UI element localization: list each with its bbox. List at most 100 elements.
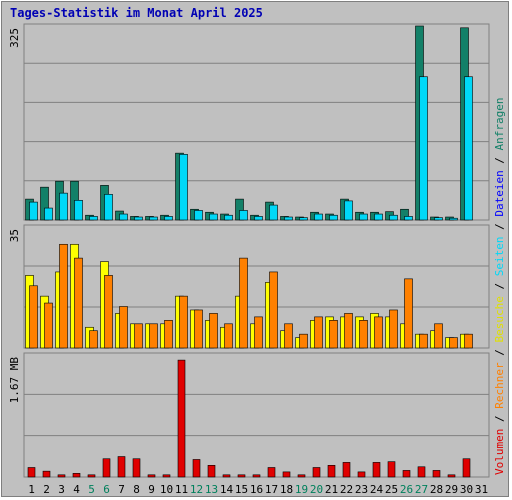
x-tick-label-13: 13 [205, 483, 218, 496]
bar-volumen-8 [132, 458, 141, 478]
bar-volumen-29 [447, 474, 456, 478]
x-tick-label-23: 23 [355, 483, 368, 496]
legend-item-dateien: Dateien [493, 170, 506, 217]
x-tick-label-30: 30 [460, 483, 473, 496]
x-tick-label-4: 4 [73, 483, 80, 496]
bar-dateien-12 [194, 210, 203, 221]
x-tick-label-14: 14 [220, 483, 234, 496]
x-tick-label-1: 1 [28, 483, 35, 496]
bar-volumen-23 [357, 471, 366, 478]
bar-dateien-27 [419, 76, 428, 221]
x-tick-label-6: 6 [103, 483, 110, 496]
bar-rechner-24 [374, 316, 383, 349]
x-tick-label-27: 27 [415, 483, 428, 496]
bar-volumen-27 [417, 466, 426, 478]
bar-volumen-13 [207, 465, 216, 478]
x-tick-label-24: 24 [370, 483, 384, 496]
bar-rechner-25 [389, 309, 398, 349]
y-max-label: 1.67 MB [8, 357, 21, 404]
x-tick-label-18: 18 [280, 483, 293, 496]
bar-rechner-4 [74, 257, 83, 349]
bar-dateien-7 [119, 213, 128, 221]
y-max-label: 325 [8, 28, 21, 48]
bar-rechner-13 [209, 313, 218, 349]
y-max-label: 35 [8, 229, 21, 242]
bar-volumen-25 [387, 461, 396, 478]
bar-rechner-11 [179, 295, 188, 349]
x-tick-label-17: 17 [265, 483, 278, 496]
bar-dateien-30 [464, 76, 473, 221]
bar-rechner-9 [149, 323, 158, 349]
x-tick-label-20: 20 [310, 483, 323, 496]
bar-dateien-8 [134, 216, 143, 221]
x-tick-label-26: 26 [400, 483, 413, 496]
bar-volumen-6 [102, 458, 111, 478]
bar-volumen-7 [117, 456, 126, 478]
x-tick-label-3: 3 [58, 483, 65, 496]
legend-separator: / [493, 150, 506, 171]
bar-volumen-19 [297, 474, 306, 478]
bar-rechner-21 [329, 320, 338, 349]
bar-rechner-27 [419, 333, 428, 349]
bar-dateien-10 [164, 216, 173, 221]
bar-dateien-14 [224, 214, 233, 221]
x-tick-label-21: 21 [325, 483, 338, 496]
bar-rechner-10 [164, 320, 173, 349]
bar-dateien-19 [299, 217, 308, 221]
bar-volumen-24 [372, 462, 381, 478]
x-tick-label-22: 22 [340, 483, 353, 496]
bar-dateien-21 [329, 214, 338, 221]
bar-rechner-2 [44, 302, 53, 349]
bar-dateien-17 [269, 204, 278, 221]
x-tick-label-11: 11 [175, 483, 188, 496]
bar-rechner-29 [449, 337, 458, 349]
legend: Volumen / Rechner / Besuche / Seiten / D… [493, 97, 507, 475]
bar-volumen-1 [27, 467, 36, 478]
bar-volumen-15 [237, 474, 246, 478]
bar-rechner-20 [314, 316, 323, 349]
bar-rechner-19 [299, 333, 308, 349]
bar-rechner-3 [59, 243, 68, 349]
bar-volumen-14 [222, 474, 231, 478]
bar-dateien-2 [44, 207, 53, 221]
bar-rechner-22 [344, 313, 353, 349]
x-tick-label-9: 9 [148, 483, 155, 496]
bar-rechner-15 [239, 257, 248, 349]
panel-volume [23, 352, 490, 478]
bar-volumen-2 [42, 470, 51, 478]
x-tick-label-7: 7 [118, 483, 125, 496]
legend-item-anfragen: Anfragen [493, 97, 506, 151]
bar-volumen-10 [162, 474, 171, 478]
legend-separator: / [493, 342, 506, 363]
chart-title: Tages-Statistik im Monat April 2025 [10, 6, 263, 20]
bar-dateien-1 [29, 201, 38, 221]
bar-rechner-18 [284, 323, 293, 349]
legend-item-volumen: Volumen [493, 428, 506, 475]
bar-volumen-4 [72, 473, 81, 478]
bar-volumen-11 [177, 359, 186, 478]
bar-dateien-4 [74, 200, 83, 221]
bar-rechner-5 [89, 330, 98, 349]
bar-volumen-28 [432, 470, 441, 478]
bar-dateien-18 [284, 216, 293, 221]
bar-rechner-1 [29, 285, 38, 349]
bar-rechner-16 [254, 316, 263, 349]
legend-item-besuche: Besuche [493, 296, 506, 343]
bar-rechner-6 [104, 275, 113, 349]
x-tick-label-10: 10 [160, 483, 173, 496]
bar-rechner-7 [119, 306, 128, 349]
bar-dateien-29 [449, 217, 458, 221]
bar-dateien-24 [374, 213, 383, 221]
legend-separator: / [493, 216, 506, 237]
x-tick-label-19: 19 [295, 483, 308, 496]
bar-rechner-23 [359, 320, 368, 349]
bar-dateien-6 [104, 194, 113, 221]
bar-rechner-17 [269, 271, 278, 349]
bar-dateien-9 [149, 216, 158, 221]
bar-rechner-26 [404, 278, 413, 349]
bar-dateien-5 [89, 216, 98, 221]
legend-separator: / [493, 408, 506, 429]
bar-dateien-15 [239, 210, 248, 221]
x-tick-label-29: 29 [445, 483, 458, 496]
bar-dateien-3 [59, 192, 68, 221]
